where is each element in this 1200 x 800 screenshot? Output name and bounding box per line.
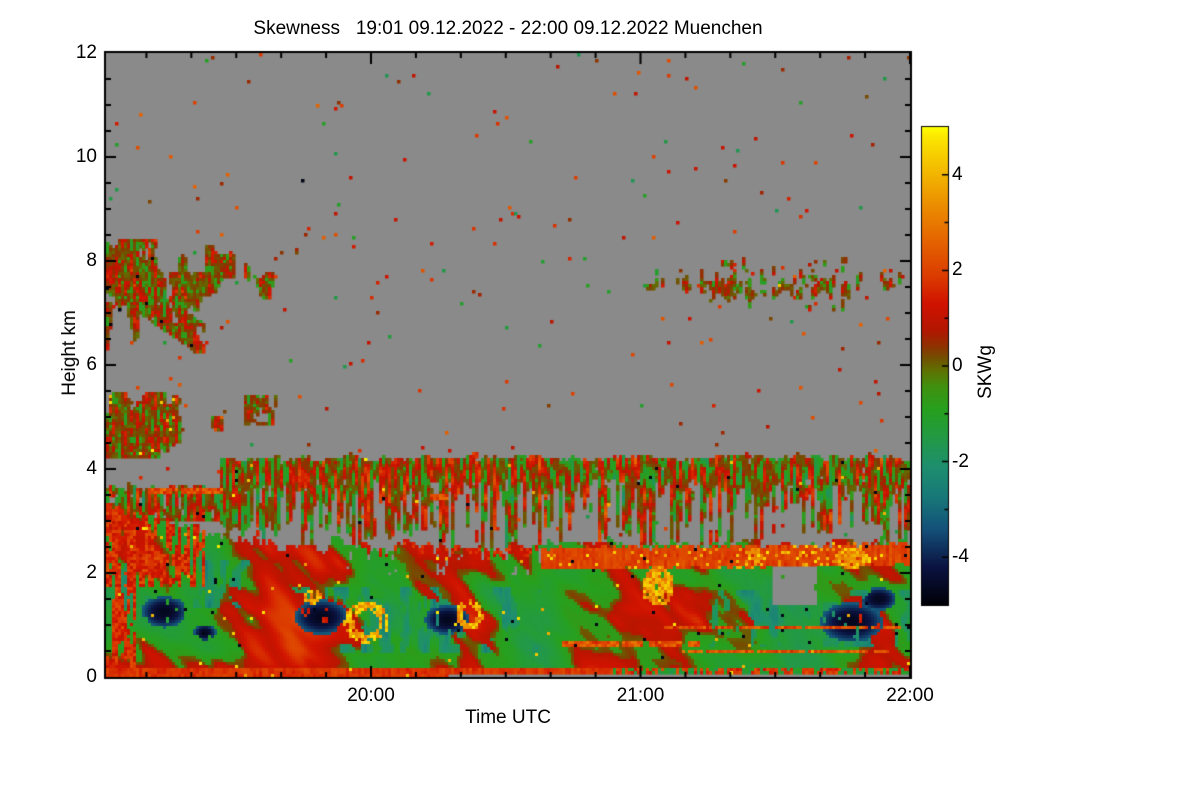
y-tick-label: 0 xyxy=(86,666,97,687)
chart-title: Skewness 19:01 09.12.2022 - 22:00 09.12.… xyxy=(253,18,763,39)
x-tick-label: 22:00 xyxy=(886,685,934,706)
y-tick-label: 6 xyxy=(86,354,97,375)
colorbar-tick-label: 0 xyxy=(952,355,963,376)
y-tick-label: 2 xyxy=(86,562,97,583)
y-tick-label: 10 xyxy=(75,146,97,167)
x-tick-label: 21:00 xyxy=(616,685,665,706)
x-axis-title: Time UTC xyxy=(465,707,551,728)
y-tick-label: 8 xyxy=(86,250,97,271)
colorbar-tick-label: 4 xyxy=(952,163,963,185)
colorbar-tick-label: 2 xyxy=(952,259,963,281)
y-tick-label: 4 xyxy=(86,458,97,479)
colorbar-tick-label: -4 xyxy=(952,546,969,568)
colorbar-tick-label: -2 xyxy=(952,450,969,472)
y-tick-label: 12 xyxy=(75,42,97,63)
x-tick-label: 20:00 xyxy=(347,685,395,706)
